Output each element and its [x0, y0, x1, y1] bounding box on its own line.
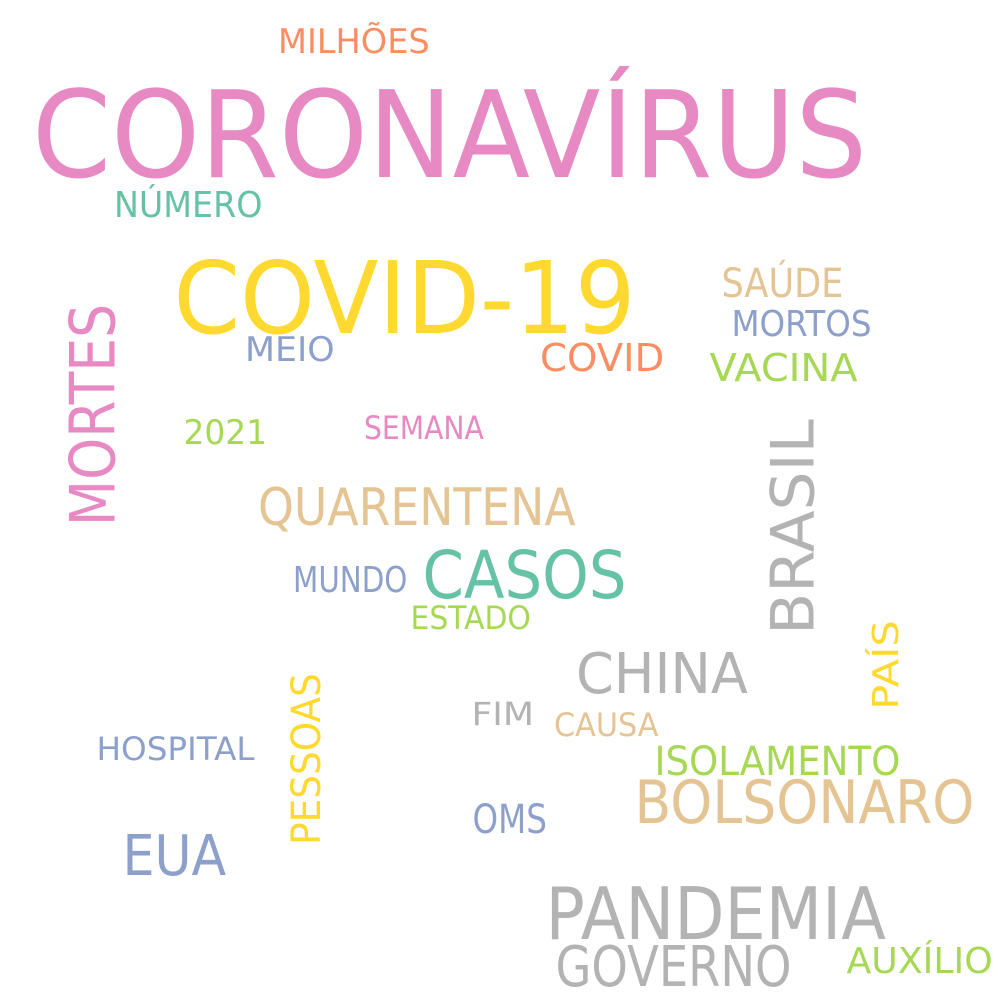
- word-mortos: MORTOS: [731, 304, 871, 345]
- word-hospital: HOSPITAL: [95, 730, 255, 768]
- word-auxilio: AUXÍLIO: [845, 941, 993, 982]
- word-pessoas: PESSOAS: [283, 673, 330, 845]
- word-meio: MEIO: [245, 330, 335, 370]
- word-milhoes: MILHÕES: [277, 22, 430, 62]
- word-covid: COVID: [539, 336, 665, 380]
- word-eua: EUA: [121, 824, 226, 889]
- word-coronavirus: CORONAVÍRUS: [31, 67, 867, 206]
- word-covid-19: COVID-19: [172, 240, 636, 357]
- word-numero: NÚMERO: [114, 185, 263, 226]
- word-causa: CAUSA: [554, 706, 659, 744]
- word-saude: SAÚDE: [720, 261, 843, 307]
- word-isolamento: ISOLAMENTO: [653, 739, 900, 785]
- word-estado: ESTADO: [410, 599, 531, 637]
- word-semana: SEMANA: [363, 409, 484, 447]
- word-governo: GOVERNO: [555, 935, 792, 1000]
- word-brasil: BRASIL: [757, 419, 828, 635]
- word-china: CHINA: [575, 642, 748, 707]
- word-vacina: VACINA: [709, 346, 858, 390]
- word-fim: FIM: [470, 695, 534, 733]
- word-casos: CASOS: [421, 537, 626, 614]
- word-mundo: MUNDO: [293, 560, 408, 601]
- word-quarentena: QUARENTENA: [257, 478, 576, 538]
- word-2021: 2021: [182, 413, 267, 453]
- word-oms: OMS: [472, 797, 547, 843]
- word-pais: PAÍS: [865, 620, 907, 710]
- word-bolsonaro: BOLSONARO: [633, 768, 974, 838]
- word-mortes: MORTES: [56, 303, 130, 527]
- word-pandemia: PANDEMIA: [545, 872, 886, 956]
